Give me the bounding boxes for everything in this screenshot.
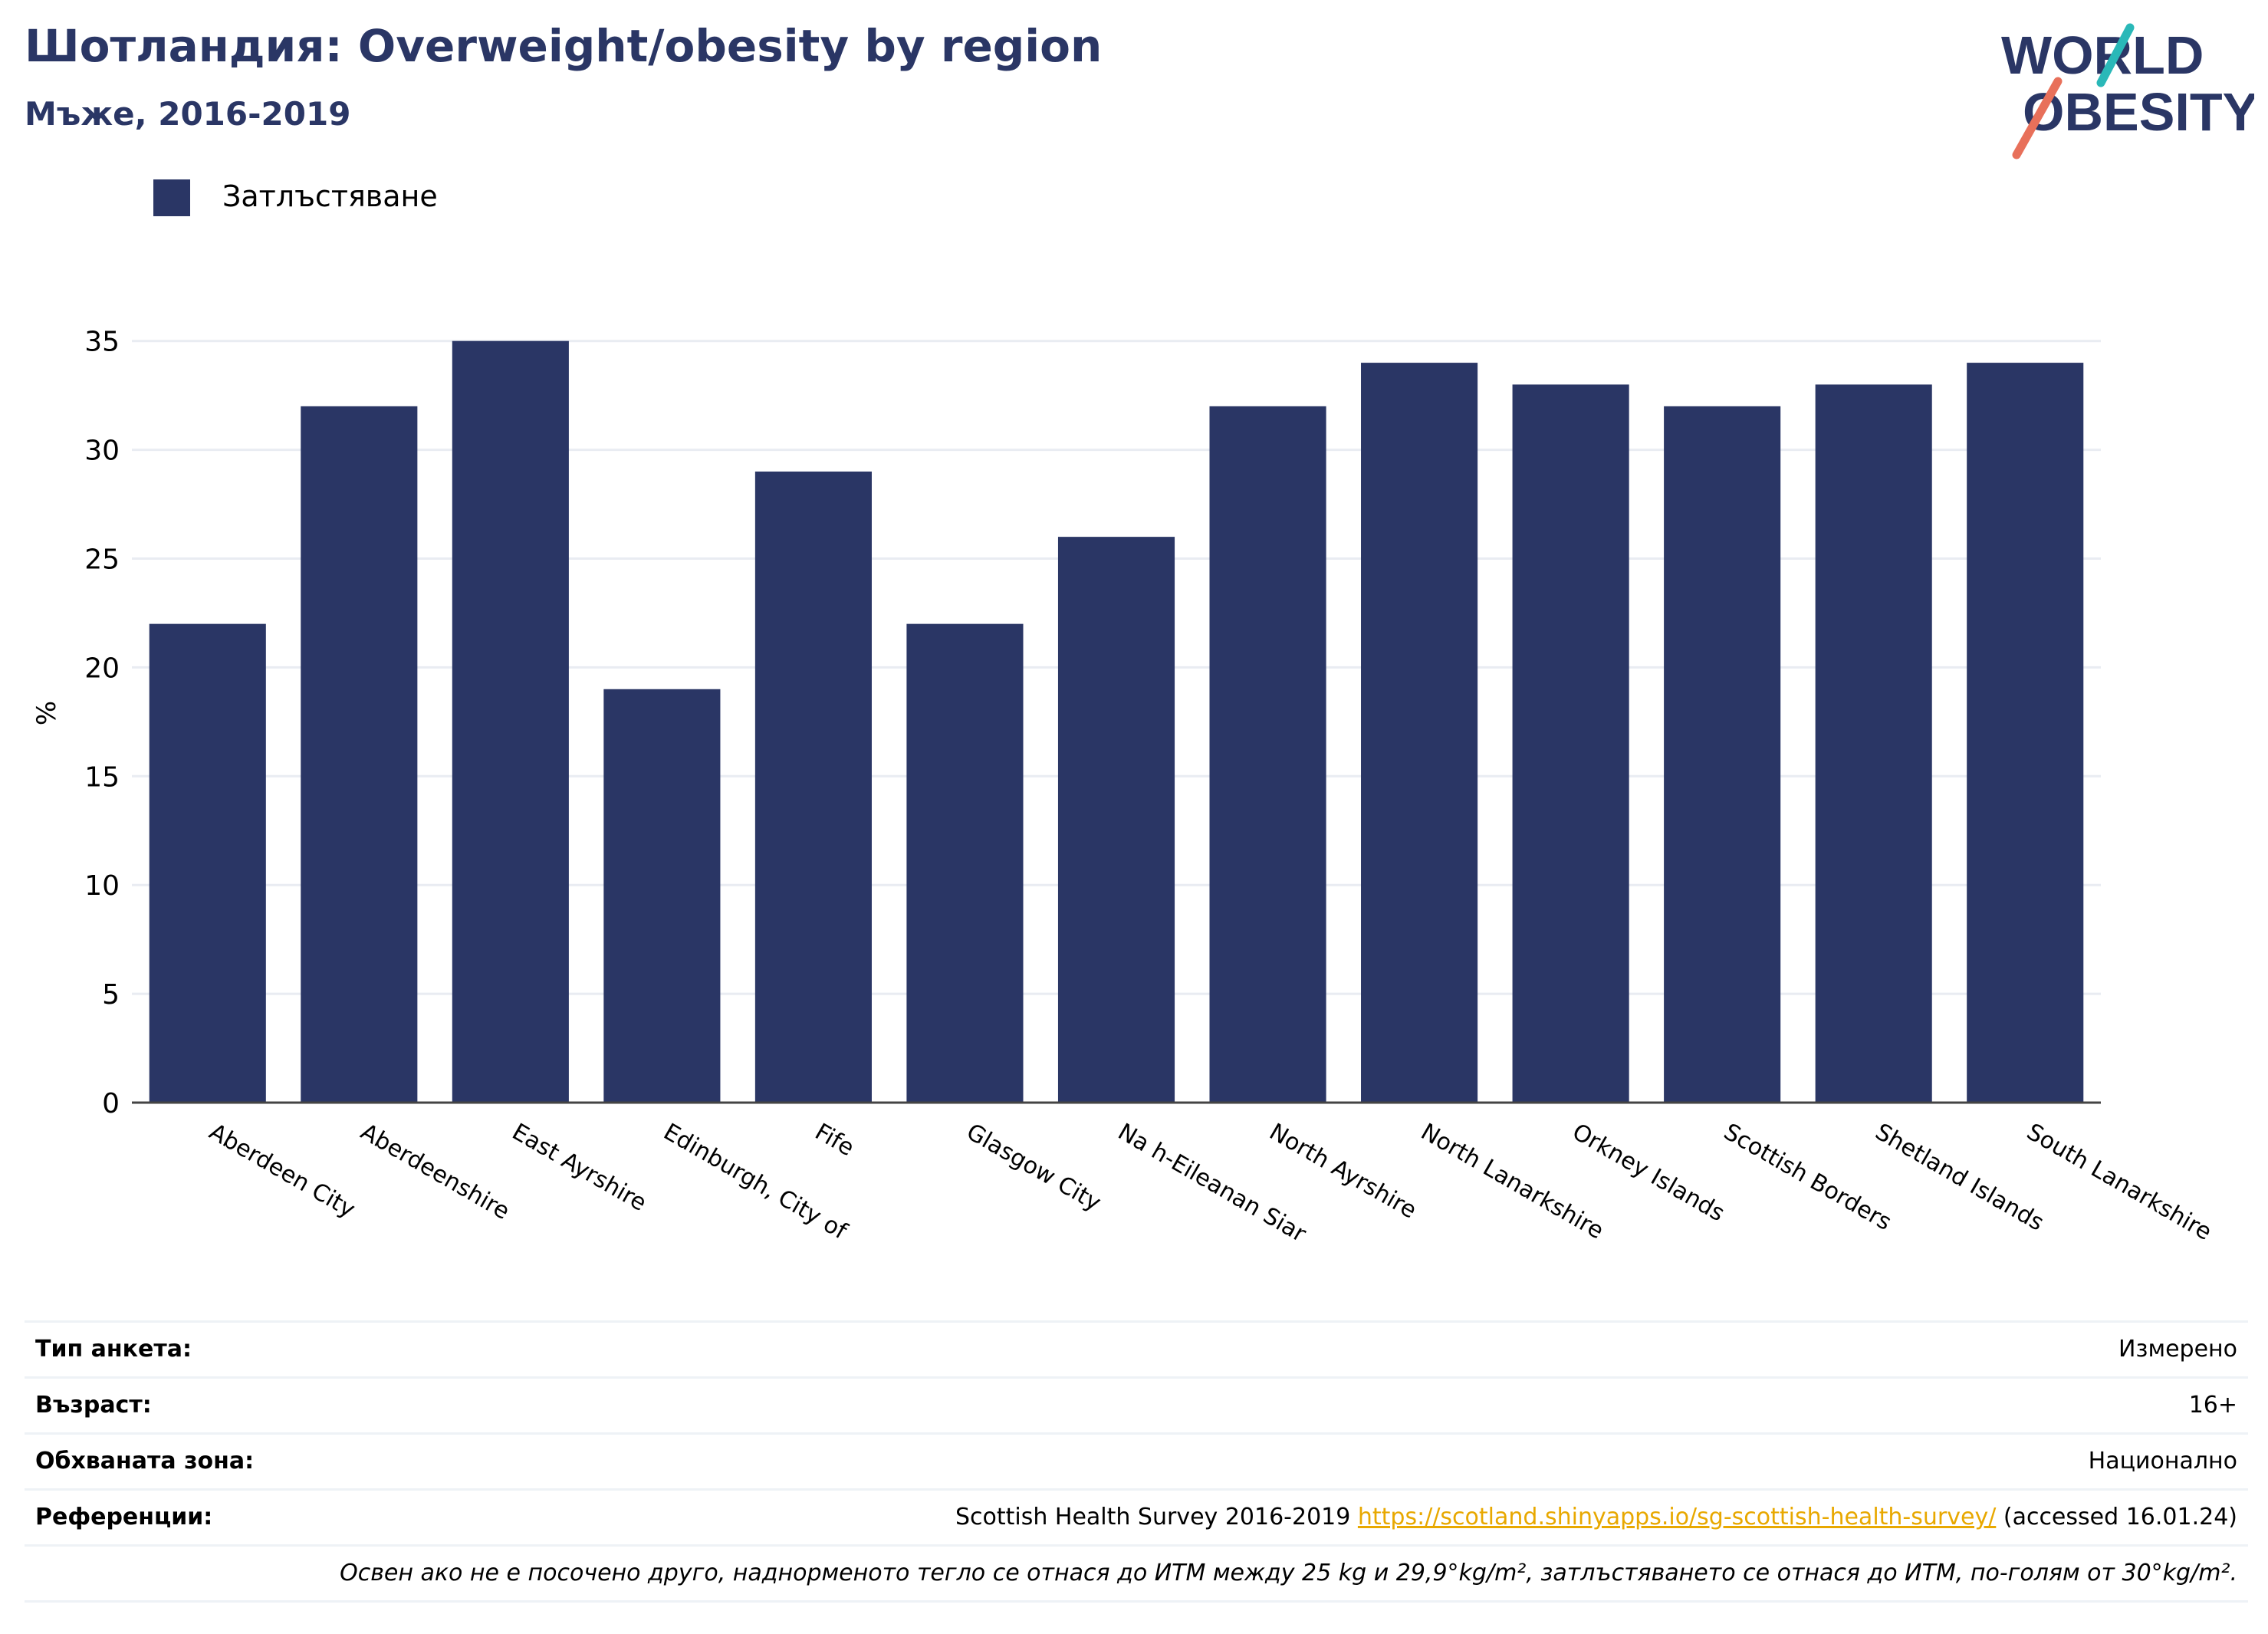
bar-chart: 0 5 10 15 20 25 30 35 Aberdeen CityAberdeenshir… <box>31 327 2217 1248</box>
bar <box>1209 406 1326 1103</box>
references-value: Scottish Health Survey 2016-2019 https:/… <box>955 1491 2237 1544</box>
logo-text-obesity: OBESITY <box>2023 82 2254 142</box>
legend-swatch <box>153 179 190 216</box>
y-tick-label: 15 <box>84 761 120 793</box>
bar <box>452 340 569 1103</box>
info-row-area: Обхваната зона: Национално <box>25 1432 2248 1488</box>
y-tick-label: 5 <box>102 979 120 1011</box>
survey-type-value: Измерено <box>2118 1336 2237 1363</box>
world-obesity-logo: WORLD OBESITY <box>2001 23 2254 159</box>
logo-slash-coral <box>2012 77 2063 159</box>
references-label: Референции: <box>35 1504 213 1530</box>
info-row-survey-type: Тип анкета: Измерено <box>25 1320 2248 1376</box>
y-axis-label: % <box>31 701 62 725</box>
references-accessed: (accessed 16.01.24) <box>2003 1504 2237 1530</box>
bar <box>301 406 418 1103</box>
x-tick-label: Aberdeenshire <box>356 1119 514 1225</box>
info-table: Тип анкета: Измерено Възраст: 16+ Обхван… <box>25 1320 2248 1603</box>
y-tick-label: 35 <box>84 327 120 358</box>
x-tick-label: Aberdeen City <box>205 1119 360 1224</box>
age-value: 16+ <box>2188 1392 2237 1419</box>
x-tick-label: Glasgow City <box>961 1119 1105 1217</box>
y-tick-labels: 0 5 10 15 20 25 30 35 <box>84 327 120 1119</box>
logo-slash-teal <box>2096 23 2135 87</box>
references-text: Scottish Health Survey 2016-2019 <box>955 1504 1351 1530</box>
area-value: Национално <box>2088 1448 2237 1475</box>
x-tick-label: Shetland Islands <box>1871 1119 2049 1237</box>
y-tick-label: 30 <box>84 436 120 467</box>
x-tick-label: Scottish Borders <box>1719 1119 1896 1236</box>
bar <box>754 471 872 1103</box>
references-link[interactable]: https://scotland.shinyapps.io/sg-scottis… <box>1357 1504 1997 1530</box>
survey-type-label: Тип анкета: <box>35 1336 192 1363</box>
y-tick-label: 0 <box>102 1088 120 1119</box>
y-tick-label: 10 <box>84 870 120 902</box>
bar <box>1512 384 1629 1103</box>
info-row-age: Възраст: 16+ <box>25 1376 2248 1432</box>
x-tick-label: Orkney Islands <box>1568 1119 1730 1228</box>
x-tick-label: East Ayrshire <box>508 1119 651 1217</box>
legend-label: Затлъстяване <box>222 179 438 213</box>
bar <box>1361 363 1478 1103</box>
age-label: Възраст: <box>35 1392 152 1419</box>
bar <box>603 689 721 1103</box>
area-label: Обхваната зона: <box>35 1448 255 1475</box>
bar <box>906 623 1024 1103</box>
bar <box>1664 406 1781 1103</box>
bar <box>1967 363 2084 1103</box>
x-tick-label: North Ayrshire <box>1265 1119 1422 1225</box>
chart-title: Шотландия: Overweight/obesity by region <box>25 20 1103 72</box>
chart-subtitle: Мъже, 2016-2019 <box>25 95 351 133</box>
bar <box>149 623 266 1103</box>
definition-note: Освен ако не е посочено друго, наднормен… <box>340 1560 2237 1586</box>
x-tick-label: South Lanarkshire <box>2022 1119 2216 1246</box>
info-row-references: Референции: Scottish Health Survey 2016-… <box>25 1488 2248 1544</box>
info-row-note: Освен ако не е посочено друго, наднормен… <box>25 1544 2248 1603</box>
y-tick-label: 25 <box>84 544 120 576</box>
bar <box>1057 537 1175 1103</box>
bar <box>1815 384 1932 1103</box>
bars <box>149 340 2084 1103</box>
y-tick-label: 20 <box>84 653 120 684</box>
x-tick-label: Fife <box>810 1119 859 1162</box>
